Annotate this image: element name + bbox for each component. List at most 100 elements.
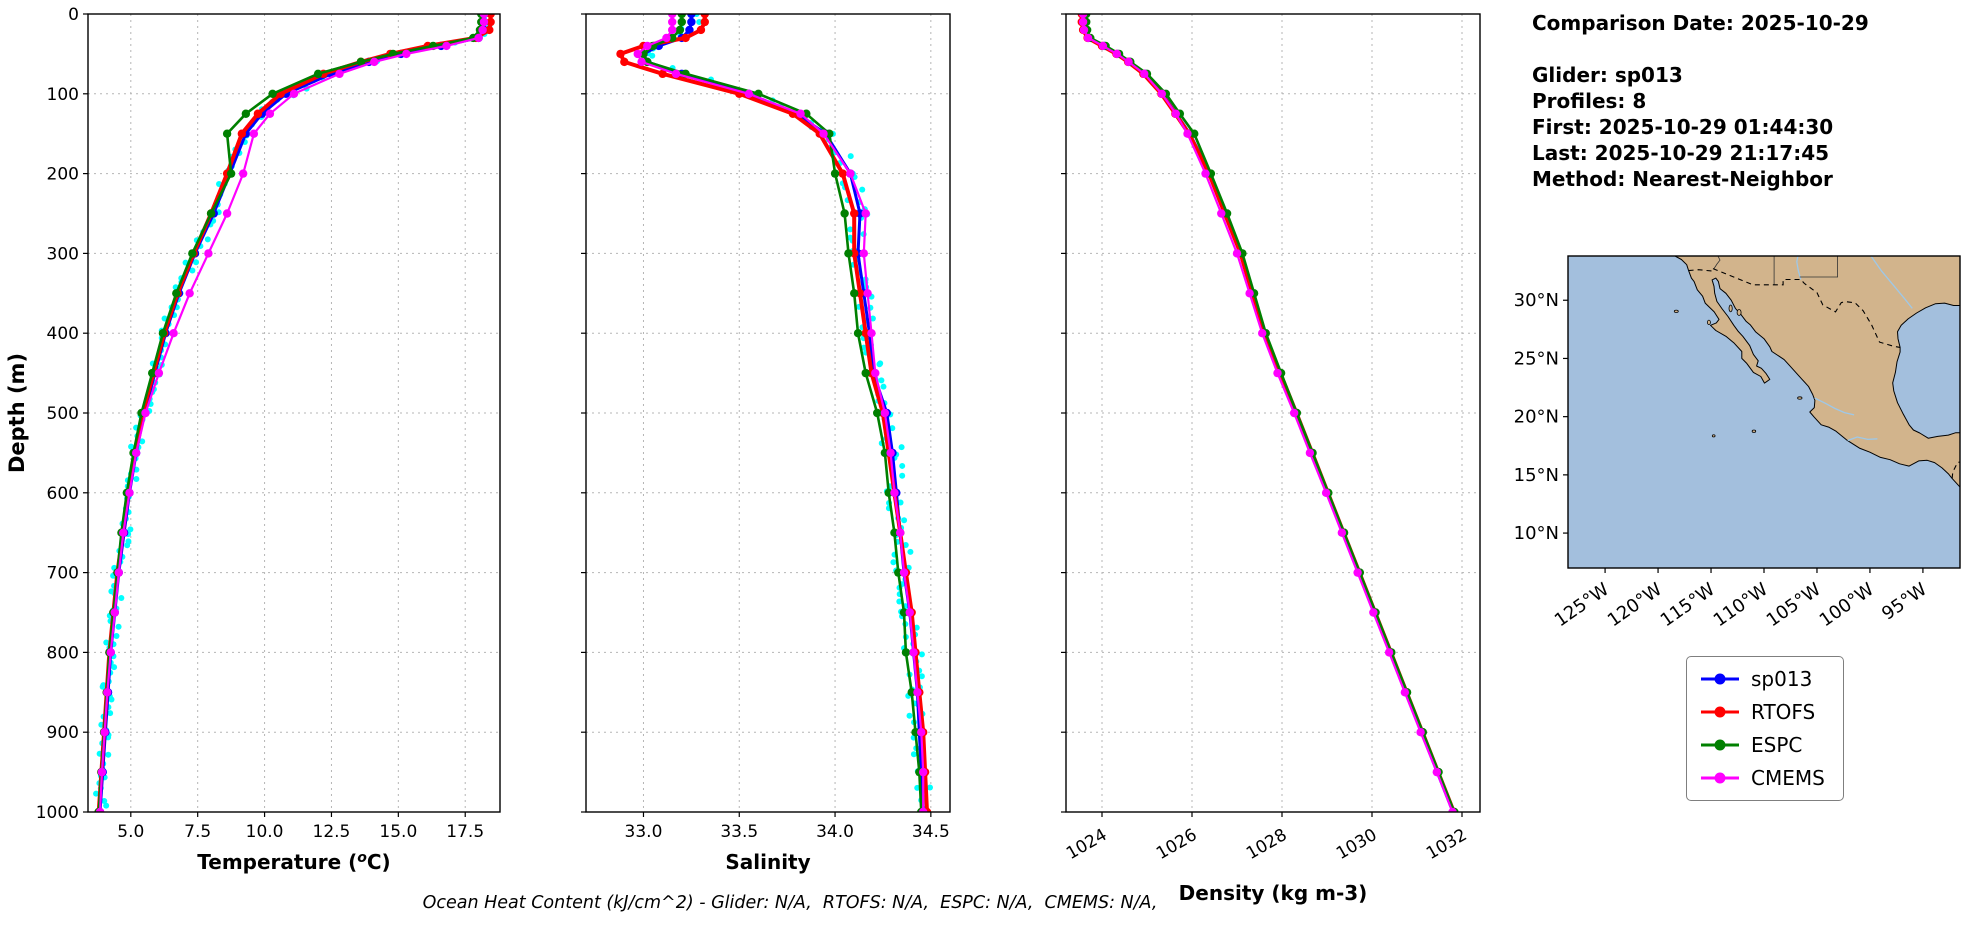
series-marker-CMEMS xyxy=(662,33,671,43)
method-text: Method: Nearest-Neighbor xyxy=(1532,167,1833,191)
series-marker-CMEMS xyxy=(913,688,922,697)
raw-scatter-point xyxy=(107,710,114,717)
grid xyxy=(1066,13,1480,813)
series-marker-ESPC xyxy=(880,448,890,458)
map-lat-label: 20°N xyxy=(1514,407,1559,428)
last-time-text: Last: 2025-10-29 21:17:45 xyxy=(1532,141,1830,165)
legend-line-marker xyxy=(1701,739,1739,751)
y-tick-label: 800 xyxy=(47,643,79,663)
series-line-ESPC xyxy=(97,14,483,812)
series-marker-CMEMS xyxy=(1112,49,1122,59)
y-tick-label: 600 xyxy=(47,484,79,504)
series-marker-CMEMS xyxy=(222,209,232,218)
x-tick-label: 1032 xyxy=(1423,825,1470,864)
y-tick-label: 200 xyxy=(47,165,79,185)
raw-scatter-point xyxy=(869,315,876,322)
legend-label: sp013 xyxy=(1751,667,1813,691)
series-marker-CMEMS xyxy=(114,568,123,577)
legend-label: ESPC xyxy=(1751,733,1803,757)
series-marker-CMEMS xyxy=(819,129,828,138)
series-marker-CMEMS xyxy=(668,14,677,19)
series-marker-RTOFS xyxy=(850,209,859,218)
series-marker-CMEMS xyxy=(1321,488,1331,497)
x-tick-label: 1030 xyxy=(1333,825,1380,864)
series-marker-CMEMS xyxy=(917,728,926,737)
series-marker-CMEMS xyxy=(402,49,411,59)
island xyxy=(1711,434,1716,438)
series-marker-CMEMS xyxy=(846,169,855,178)
series-marker-ESPC xyxy=(853,329,863,338)
series-marker-CMEMS xyxy=(249,129,259,138)
series-marker-ESPC xyxy=(907,688,916,697)
profile-plots: 5.0 7.5 10.0 12.5 15.0 17.5 0 100 200 300 400 500 60… xyxy=(5,5,1481,905)
raw-scatter-point xyxy=(139,438,146,445)
comparison-date-text: Comparison Date: 2025-10-29 xyxy=(1532,11,1869,35)
series-marker-RTOFS xyxy=(681,33,690,43)
legend-entry-rtofs: RTOFS xyxy=(1699,700,1825,724)
glider-text: Glider: sp013 xyxy=(1532,63,1683,87)
map-lon-label: 120°W xyxy=(1604,579,1666,631)
series-marker-CMEMS xyxy=(97,767,107,777)
series-marker-CMEMS xyxy=(95,807,105,812)
temperature-plot: 5.0 7.5 10.0 12.5 15.0 17.5 0 100 200 300 400 500 60… xyxy=(5,5,501,874)
series-marker-sp013 xyxy=(855,209,865,218)
island xyxy=(1736,309,1742,316)
raw-scatter-point xyxy=(906,712,913,719)
series-marker-CMEMS xyxy=(185,289,194,298)
series-marker-ESPC xyxy=(899,608,909,617)
raw-scatter-point xyxy=(918,673,925,680)
raw-scatter-point xyxy=(115,623,122,630)
river-line xyxy=(1847,436,1878,442)
raw-scatter-point xyxy=(896,598,903,605)
map-lat-label: 15°N xyxy=(1514,465,1559,486)
legend: sp013 RTOFS ESPC CMEMS xyxy=(1686,656,1844,801)
series-marker-CMEMS xyxy=(1416,728,1425,737)
land-coastline xyxy=(1674,256,1960,488)
legend-label: CMEMS xyxy=(1751,766,1825,790)
series-marker-CMEMS xyxy=(909,648,918,657)
series-marker-CMEMS xyxy=(1245,289,1254,298)
x-tick-label: 33.0 xyxy=(625,822,663,842)
series-marker-CMEMS xyxy=(633,49,642,59)
series-marker-ESPC xyxy=(222,129,232,138)
x-axis-label: Salinity xyxy=(725,850,810,874)
series-marker-CMEMS xyxy=(100,728,109,737)
x-tick-label: 1028 xyxy=(1243,825,1290,864)
raw-scatter-point xyxy=(889,425,896,432)
density-plot: 1024 1026 1028 1030 1032 Density (kg m-3) xyxy=(1061,13,1481,905)
series-marker-CMEMS xyxy=(796,109,805,118)
island xyxy=(1751,429,1757,433)
series-marker-CMEMS xyxy=(905,608,914,617)
x-tick-label: 5.0 xyxy=(117,822,144,842)
raw-scatter-point xyxy=(118,595,125,602)
y-tick-label: 0 xyxy=(68,5,79,25)
raw-scatter-point xyxy=(901,517,908,524)
series-marker-ESPC xyxy=(668,33,677,43)
series-marker-CMEMS xyxy=(1305,448,1315,458)
raw-scatter-point xyxy=(878,377,885,384)
series-marker-CMEMS xyxy=(867,329,876,338)
series-marker-CMEMS xyxy=(863,289,872,298)
series-marker-CMEMS xyxy=(895,528,905,537)
x-tick-label: 33.5 xyxy=(720,822,758,842)
raw-scatter-point xyxy=(902,542,909,549)
series-marker-CMEMS xyxy=(106,648,115,657)
series-marker-CMEMS xyxy=(918,767,928,777)
series-marker-sp013 xyxy=(687,17,696,27)
series-marker-CMEMS xyxy=(671,69,681,79)
legend-entry-cmems: CMEMS xyxy=(1699,766,1825,790)
series-marker-CMEMS xyxy=(141,408,150,418)
series-marker-CMEMS xyxy=(289,89,299,99)
series-marker-ESPC xyxy=(675,25,685,35)
series-marker-ESPC xyxy=(1222,209,1232,218)
raw-scatter-point xyxy=(127,526,134,533)
x-tick-label: 34.0 xyxy=(816,822,854,842)
series-marker-CMEMS xyxy=(103,688,112,697)
series-marker-ESPC xyxy=(188,249,197,258)
plot-area xyxy=(1077,14,1459,812)
footnote-text: Ocean Heat Content (kJ/cm^2) - Glider: N… xyxy=(422,893,1158,913)
raw-scatter-point xyxy=(113,632,120,639)
raw-scatter-point xyxy=(907,548,914,555)
raw-scatter-point xyxy=(927,784,934,791)
series-marker-RTOFS xyxy=(237,129,247,138)
